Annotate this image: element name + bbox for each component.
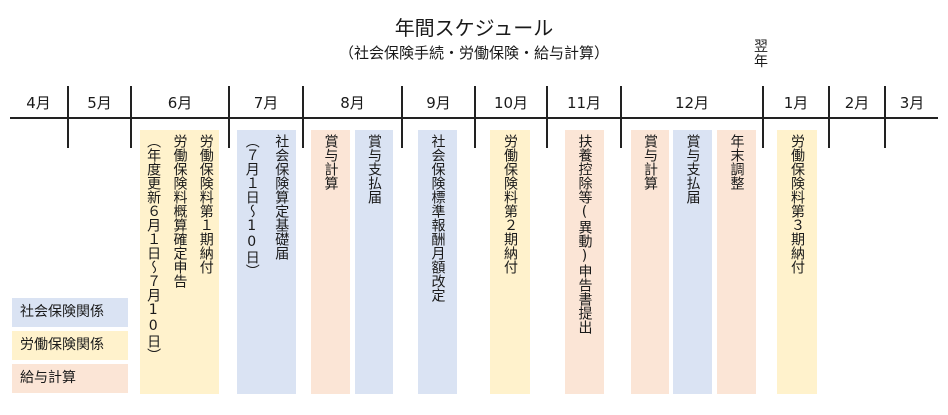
legend-social-insurance: 社会保険関係	[12, 298, 128, 327]
month-divider	[67, 86, 69, 148]
event-bar-social-insurance-sep: 社会保険標準報酬月額改定	[418, 130, 457, 394]
event-bar-payroll-dec-yearend: 年末調整	[717, 130, 756, 394]
month-label-mar: 3月	[899, 94, 925, 112]
month-label-dec: 12月	[674, 94, 710, 112]
event-bar-labor-insurance-oct: 労働保険料第２期納付	[490, 130, 530, 394]
event-text: 賞与支払届	[366, 134, 382, 204]
event-text: 賞与支払届	[684, 134, 701, 204]
page-subtitle: （社会保険手続・労働保険・給与計算）	[338, 44, 609, 62]
month-divider	[401, 86, 403, 148]
event-text: 年末調整	[728, 134, 745, 190]
month-divider	[302, 86, 304, 148]
event-text: （年度更新６月１日～７月10日）	[145, 134, 162, 362]
event-text: 社会保険算定基礎届	[273, 134, 290, 260]
event-text: 賞与計算	[322, 134, 339, 190]
month-divider	[620, 86, 622, 148]
month-label-aug: 8月	[340, 94, 365, 112]
event-text: 扶養控除等(異動)申告書提出	[576, 134, 593, 334]
month-label-apr: 4月	[26, 94, 51, 112]
event-text: 労働保険料第３期納付	[789, 134, 805, 274]
month-label-jun: 6月	[167, 94, 193, 112]
month-divider	[762, 86, 764, 148]
event-bar-payroll-aug: 賞与計算	[311, 130, 350, 394]
legend-payroll: 給与計算	[12, 364, 128, 393]
event-text: 労働保険料第１期納付	[197, 134, 214, 274]
page-title: 年間スケジュール	[394, 16, 554, 40]
event-bar-social-insurance-aug: 賞与支払届	[355, 130, 393, 394]
month-label-jan: 1月	[783, 94, 809, 112]
month-divider	[474, 86, 476, 148]
month-divider	[828, 86, 830, 148]
event-text: 労働保険料第２期納付	[502, 134, 518, 274]
event-bar-payroll-nov: 扶養控除等(異動)申告書提出	[565, 130, 604, 394]
event-bar-social-insurance-jul: 社会保険算定基礎届 （７月１日～10日）	[237, 130, 296, 394]
month-label-jul: 7月	[253, 94, 279, 112]
month-label-oct: 10月	[493, 94, 529, 112]
event-text: 賞与計算	[642, 134, 658, 190]
month-label-feb: 2月	[844, 94, 870, 112]
event-text: 労働保険料概算確定申告	[171, 134, 188, 288]
event-bar-labor-insurance-jun: 労働保険料第１期納付 労働保険料概算確定申告 （年度更新６月１日～７月10日）	[140, 130, 219, 394]
month-divider	[546, 86, 548, 148]
event-bar-labor-insurance-jan: 労働保険料第３期納付	[777, 130, 817, 394]
month-label-may: 5月	[87, 94, 112, 112]
month-divider	[228, 86, 230, 148]
month-label-sep: 9月	[426, 94, 451, 112]
event-text: （７月１日～10日）	[243, 134, 260, 278]
month-divider	[884, 86, 886, 148]
month-divider	[130, 86, 132, 148]
event-text: 社会保険標準報酬月額改定	[429, 134, 446, 302]
next-year-label: 翌年	[754, 39, 768, 70]
event-bar-social-insurance-dec: 賞与支払届	[673, 130, 712, 394]
legend-labor-insurance: 労働保険関係	[12, 331, 128, 360]
month-label-nov: 11月	[566, 94, 602, 112]
event-bar-payroll-dec-bonus: 賞与計算	[631, 130, 669, 394]
